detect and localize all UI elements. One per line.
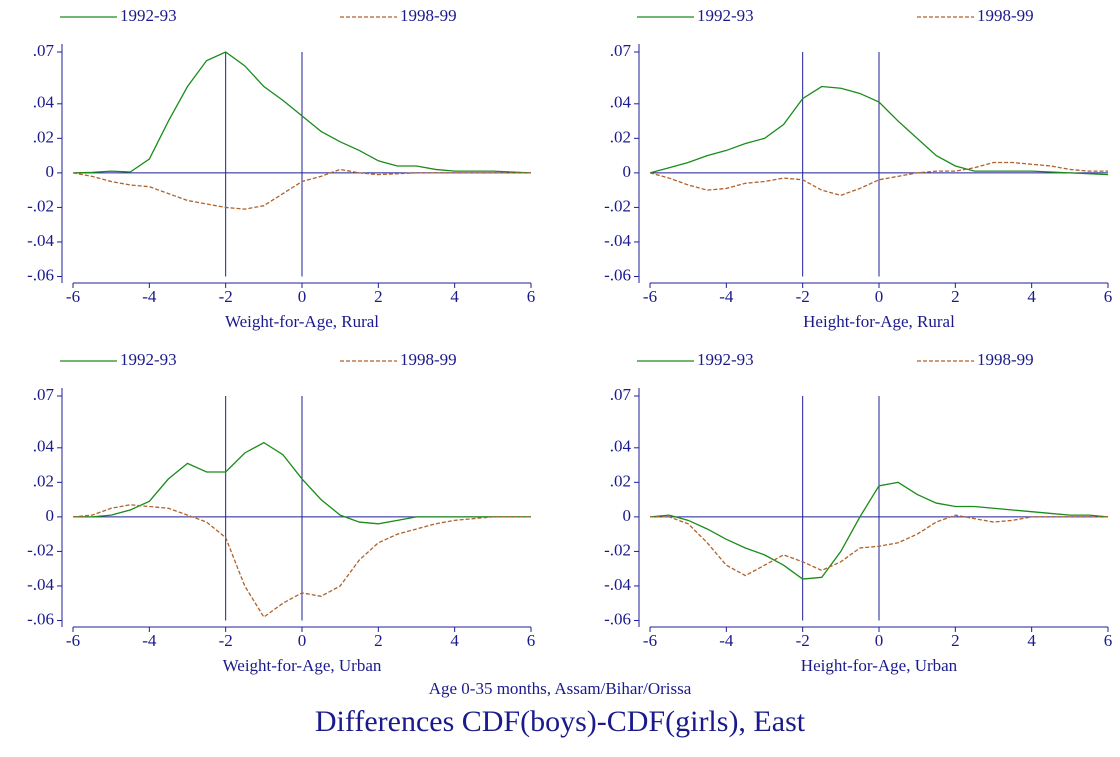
x-tick-label: 0 [298, 287, 307, 306]
y-tick-label: .02 [33, 127, 54, 146]
y-tick-label: .02 [610, 471, 631, 490]
y-tick-label: .04 [33, 437, 55, 456]
legend-label: 1992-93 [120, 350, 177, 369]
x-tick-label: -6 [66, 631, 80, 650]
legend-label: 1992-93 [697, 350, 754, 369]
x-tick-label: 0 [875, 631, 884, 650]
y-tick-label: -.06 [604, 609, 631, 628]
legend-label: 1998-99 [977, 350, 1034, 369]
y-tick-label: -.06 [27, 609, 54, 628]
x-axis-title: Height-for-Age, Rural [803, 312, 955, 331]
x-tick-label: 2 [374, 631, 383, 650]
x-axis-title: Weight-for-Age, Urban [223, 656, 382, 675]
legend-label: 1998-99 [400, 6, 457, 25]
y-tick-label: -.04 [604, 231, 631, 250]
y-tick-label: -.02 [27, 196, 54, 215]
x-tick-label: -2 [796, 631, 810, 650]
y-tick-label: 0 [623, 162, 632, 181]
y-tick-label: -.02 [604, 540, 631, 559]
series-line [650, 514, 1108, 577]
x-tick-label: -2 [219, 631, 233, 650]
y-tick-label: 0 [46, 162, 55, 181]
y-tick-label: .07 [610, 385, 632, 404]
x-tick-label: 4 [1027, 287, 1036, 306]
y-tick-label: -.06 [27, 265, 54, 284]
y-tick-label: .04 [610, 93, 632, 112]
x-tick-label: -4 [142, 631, 157, 650]
x-tick-label: -4 [719, 631, 734, 650]
y-tick-label: -.02 [604, 196, 631, 215]
series-line [649, 161, 1108, 197]
x-tick-label: 0 [298, 631, 307, 650]
x-tick-label: 0 [875, 287, 884, 306]
y-tick-label: .04 [610, 437, 632, 456]
y-tick-label: -.04 [604, 575, 631, 594]
y-tick-label: .04 [33, 93, 55, 112]
x-tick-label: 2 [374, 287, 383, 306]
x-tick-label: -4 [719, 287, 734, 306]
y-tick-label: .07 [610, 41, 632, 60]
figure-subtitle: Age 0-35 months, Assam/Bihar/Orissa [429, 679, 692, 698]
series-line [72, 504, 531, 618]
legend-label: 1998-99 [977, 6, 1034, 25]
x-tick-label: 6 [1104, 287, 1113, 306]
x-tick-label: 6 [527, 287, 536, 306]
y-tick-label: .07 [33, 41, 55, 60]
x-tick-label: -6 [643, 287, 657, 306]
x-tick-label: 4 [450, 631, 459, 650]
x-axis-title: Height-for-Age, Urban [801, 656, 958, 675]
x-tick-label: -6 [643, 631, 657, 650]
y-tick-label: .07 [33, 385, 55, 404]
x-tick-label: 2 [951, 287, 960, 306]
series-line [73, 441, 531, 525]
figure-title: Differences CDF(boys)-CDF(girls), East [315, 705, 806, 738]
legend-label: 1992-93 [697, 6, 754, 25]
x-tick-label: 4 [450, 287, 459, 306]
y-tick-label: -.04 [27, 231, 54, 250]
x-tick-label: 2 [951, 631, 960, 650]
series-line [649, 481, 1109, 580]
series-line [72, 168, 531, 210]
y-tick-label: -.04 [27, 575, 54, 594]
legend-label: 1992-93 [120, 6, 177, 25]
y-tick-label: 0 [623, 506, 632, 525]
x-tick-label: -6 [66, 287, 80, 306]
y-tick-label: .02 [33, 471, 54, 490]
x-tick-label: -2 [219, 287, 233, 306]
x-tick-label: 4 [1027, 631, 1036, 650]
y-tick-label: -.02 [27, 540, 54, 559]
y-tick-label: .02 [610, 127, 631, 146]
x-tick-label: 6 [527, 631, 536, 650]
series-line [72, 51, 532, 174]
x-tick-label: 6 [1104, 631, 1113, 650]
y-tick-label: -.06 [604, 265, 631, 284]
x-axis-title: Weight-for-Age, Rural [225, 312, 379, 331]
x-tick-label: -4 [142, 287, 157, 306]
x-tick-label: -2 [796, 287, 810, 306]
series-line [649, 85, 1109, 176]
legend-label: 1998-99 [400, 350, 457, 369]
y-tick-label: 0 [46, 506, 55, 525]
